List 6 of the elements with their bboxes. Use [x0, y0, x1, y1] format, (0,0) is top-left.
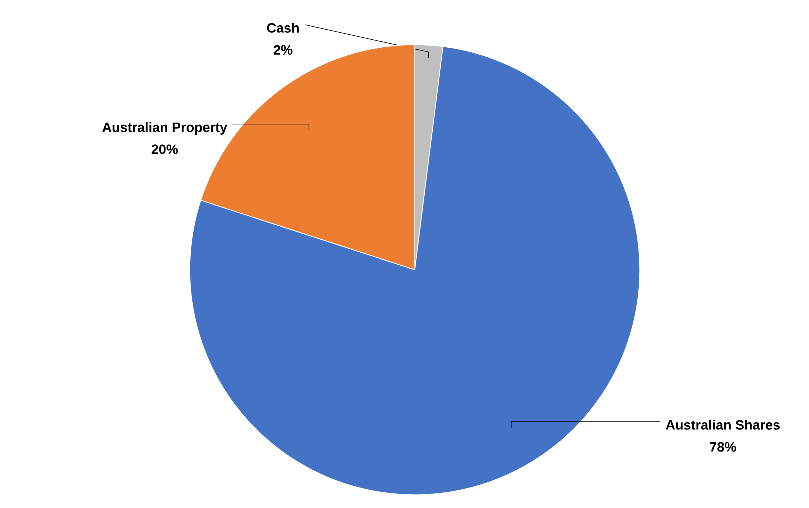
- slice-label: Cash: [267, 23, 299, 33]
- data-label: 78%: [710, 442, 736, 452]
- data-label: 20%: [152, 144, 178, 154]
- slice-label: Australian Property: [102, 122, 228, 135]
- slice-label: Australian Shares: [666, 420, 780, 430]
- data-label: 2%: [274, 45, 293, 55]
